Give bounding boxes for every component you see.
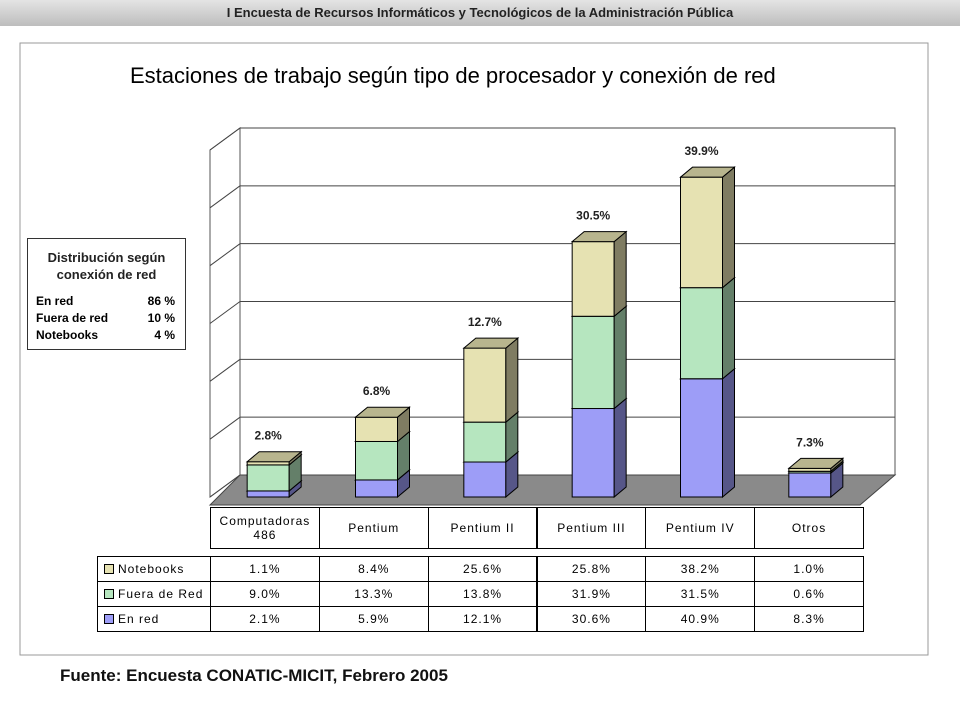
- table-value: 0.6%: [754, 581, 864, 607]
- category-header: Pentium II: [427, 507, 538, 549]
- table-value: 13.8%: [427, 581, 538, 607]
- category-header: Otros: [754, 507, 864, 549]
- bar-segment: [571, 315, 615, 410]
- total-label: 39.9%: [684, 144, 718, 158]
- source: Fuente: Encuesta CONATIC-MICIT, Febrero …: [60, 666, 448, 685]
- inset-box: Distribución según conexión de red En red…: [27, 238, 186, 350]
- inset-value: 10 %: [147, 311, 175, 325]
- bar-side: [722, 166, 735, 289]
- legend-item: En red: [97, 606, 211, 632]
- bar-segment: [680, 378, 723, 498]
- bar-side: [722, 367, 735, 499]
- grid-line: [209, 358, 241, 382]
- bar-segment: [680, 287, 723, 380]
- inset-title: Distribución según conexión de red: [47, 250, 166, 282]
- grid-line: [209, 127, 241, 151]
- table-value: 9.0%: [210, 581, 320, 607]
- legend-label: En red: [118, 612, 160, 626]
- total-label: 6.8%: [363, 384, 391, 398]
- category-header: Computadoras 486: [210, 507, 320, 549]
- bar-segment: [355, 440, 398, 481]
- inset-value: 4 %: [154, 328, 175, 342]
- table-value: 8.3%: [754, 606, 864, 632]
- table-value: 12.1%: [427, 606, 538, 632]
- bar-side: [722, 276, 735, 380]
- bar-top: [787, 457, 845, 469]
- bar-segment: [246, 464, 290, 492]
- legend-label: Notebooks: [118, 562, 185, 576]
- bar-segment: [788, 472, 832, 498]
- table-value: 31.5%: [645, 581, 756, 607]
- bar-side: [505, 337, 519, 424]
- total-label: 2.8%: [254, 429, 282, 443]
- grid-line: [209, 301, 241, 324]
- bar-segment: [355, 479, 398, 498]
- inset-label: Notebooks: [36, 328, 99, 342]
- table-value: 30.6%: [536, 606, 647, 632]
- bar-side: [613, 305, 627, 410]
- grid-line: [209, 416, 241, 440]
- table-value: 1.1%: [210, 556, 320, 582]
- category-header: Pentium IV: [645, 507, 756, 549]
- bar-segment: [355, 416, 398, 442]
- inset-label: En red: [36, 294, 74, 308]
- table-value: 8.4%: [318, 556, 429, 582]
- bar-segment: [680, 176, 723, 289]
- table-value: 40.9%: [645, 606, 756, 632]
- grid-line: [209, 474, 241, 498]
- bar-top: [679, 166, 736, 178]
- category-header: Pentium III: [536, 507, 647, 549]
- legend-swatch: [104, 564, 114, 574]
- header: I Encuesta de Recursos Informáticos y Te…: [0, 0, 960, 26]
- bar-segment: [463, 461, 507, 498]
- bar-segment: [463, 421, 507, 463]
- chart-title: Estaciones de trabajo según tipo de proc…: [130, 63, 776, 88]
- bar-top: [570, 231, 628, 243]
- bar-segment: [571, 408, 615, 498]
- legend-label: Fuera de Red: [118, 587, 204, 601]
- table-value: 25.6%: [427, 556, 538, 582]
- legend-swatch: [104, 614, 114, 624]
- bar-segment: [246, 490, 290, 498]
- inset-label: Fuera de red: [36, 311, 109, 325]
- bar-top: [462, 337, 520, 349]
- total-label: 30.5%: [576, 209, 610, 223]
- bar-segment: [571, 241, 615, 317]
- table-value: 25.8%: [536, 556, 647, 582]
- table-value: 38.2%: [645, 556, 756, 582]
- legend-item: Fuera de Red: [97, 581, 211, 607]
- table-value: 5.9%: [318, 606, 429, 632]
- bar-segment: [463, 347, 507, 423]
- total-label: 7.3%: [796, 435, 824, 449]
- legend-item: Notebooks: [97, 556, 211, 582]
- table-value: 31.9%: [536, 581, 647, 607]
- bar-side: [613, 397, 627, 499]
- bar-top: [245, 451, 303, 463]
- legend-swatch: [104, 589, 114, 599]
- category-header: Pentium: [318, 507, 429, 549]
- bar-top: [354, 406, 411, 418]
- table-value: 1.0%: [754, 556, 864, 582]
- bar-side: [613, 230, 627, 318]
- table-value: 13.3%: [318, 581, 429, 607]
- grid-line: [209, 185, 241, 209]
- table-value: 2.1%: [210, 606, 320, 632]
- grid-line: [209, 243, 241, 267]
- total-label: 12.7%: [468, 315, 502, 329]
- inset-value: 86 %: [147, 294, 175, 308]
